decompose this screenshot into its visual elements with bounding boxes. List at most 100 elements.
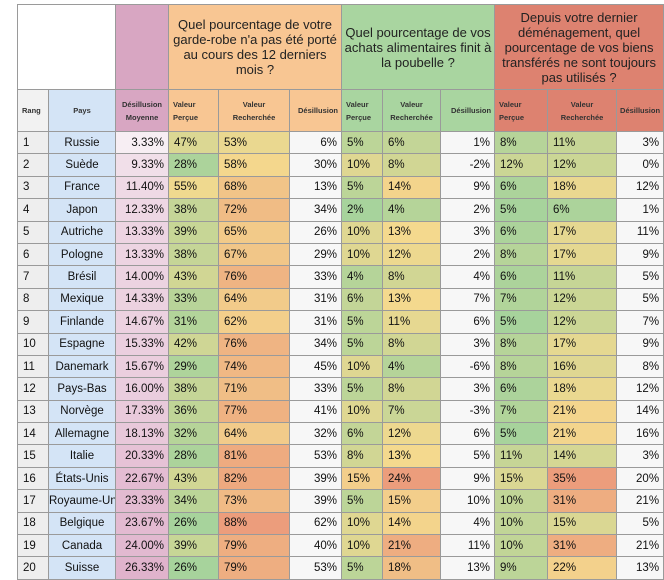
moving-sought-cell: 17% xyxy=(547,332,618,356)
moving-disillusion-cell: 5% xyxy=(616,265,664,289)
food-perceived-cell: 5% xyxy=(341,489,383,513)
moving-sought-cell: 17% xyxy=(547,220,618,244)
wardrobe-sought-cell: 72% xyxy=(218,198,290,222)
country-cell: Japon xyxy=(48,198,116,222)
food-perceived-cell: 10% xyxy=(341,354,383,379)
mean-disillusion-cell: 14.00% xyxy=(115,265,169,289)
food-sought-header: Valeur Recherchée xyxy=(382,89,441,132)
wardrobe-sought-cell: 77% xyxy=(218,399,290,424)
food-perceived-cell: 5% xyxy=(341,556,383,580)
mean-disillusion-cell: 14.33% xyxy=(115,287,169,312)
wardrobe-disillusion-cell: 40% xyxy=(289,534,342,558)
moving-disillusion-cell: 3% xyxy=(616,444,664,468)
moving-sought-cell: 11% xyxy=(547,130,618,155)
wardrobe-perceived-cell: 43% xyxy=(168,466,219,491)
wardrobe-sought-cell: 64% xyxy=(218,287,290,312)
moving-disillusion-cell: 5% xyxy=(616,511,664,536)
wardrobe-perceived-cell: 36% xyxy=(168,399,219,424)
moving-perceived-cell: 5% xyxy=(494,422,549,446)
rank-cell: 20 xyxy=(17,556,49,580)
wardrobe-disillusion-cell: 39% xyxy=(289,489,342,513)
rank-cell: 9 xyxy=(17,310,49,334)
food-perceived-cell: 5% xyxy=(341,332,383,356)
country-cell: Russie xyxy=(48,130,116,155)
country-cell: Autriche xyxy=(48,220,116,244)
moving-disillusion-cell: 9% xyxy=(616,332,664,356)
sought-label-1: Valeur xyxy=(242,99,266,109)
table-row: 1 Russie 3.33% 47% 53% 6% 5% 6% 1% 8% 11% 3% xyxy=(17,130,664,155)
food-disillusion-cell: -2% xyxy=(439,153,496,177)
food-sought-cell: 13% xyxy=(382,444,441,468)
food-perceived-cell: 8% xyxy=(341,444,383,468)
table-row: 19 Canada 24.00% 39% 79% 40% 10% 21% 11% 10% 31% 21… xyxy=(17,534,664,558)
moving-perceived-cell: 8% xyxy=(494,242,549,267)
wardrobe-sought-cell: 53% xyxy=(218,130,290,155)
wardrobe-sought-cell: 79% xyxy=(218,534,290,558)
wardrobe-sought-cell: 82% xyxy=(218,466,290,491)
country-cell: Pays-Bas xyxy=(48,377,116,401)
table-row: 3 France 11.40% 55% 68% 13% 5% 14% 9% 6% 18% 12% xyxy=(17,175,664,200)
moving-question-header: Depuis votre dernier déménagement, quel … xyxy=(494,4,664,90)
mean-disillusion-cell: 17.33% xyxy=(115,399,169,424)
country-cell: Espagne xyxy=(48,332,116,356)
wardrobe-sought-cell: 74% xyxy=(218,354,290,379)
wardrobe-perceived-cell: 33% xyxy=(168,287,219,312)
moving-sought-cell: 15% xyxy=(547,511,618,536)
food-perceived-cell: 10% xyxy=(341,153,383,177)
mean-disillusion-cell: 12.33% xyxy=(115,198,169,222)
rank-cell: 17 xyxy=(17,489,49,513)
food-question-header: Quel pourcentage de vos achats alimentai… xyxy=(340,4,496,90)
moving-disillusion-cell: 9% xyxy=(616,242,664,267)
wardrobe-sought-cell: 62% xyxy=(218,310,290,334)
moving-disillusion-cell: 12% xyxy=(616,377,664,401)
country-cell: Finlande xyxy=(48,310,116,334)
food-perceived-cell: 15% xyxy=(341,466,383,491)
moving-disillusion-cell: 0% xyxy=(616,153,664,177)
wardrobe-sought-cell: 76% xyxy=(218,332,290,356)
food-disillusion-cell: 3% xyxy=(439,220,496,244)
moving-perceived-cell: 6% xyxy=(494,175,549,200)
moving-disillusion-cell: 8% xyxy=(616,354,664,379)
moving-disillusion-cell: 21% xyxy=(616,489,664,513)
food-disillusion-cell: 6% xyxy=(439,310,496,334)
table-row: 6 Pologne 13.33% 38% 67% 29% 10% 12% 2% 8% 17% 9% xyxy=(17,242,664,267)
country-cell: Mexique xyxy=(48,287,116,312)
moving-sought-cell: 6% xyxy=(547,198,618,222)
rank-cell: 6 xyxy=(17,242,49,267)
wardrobe-disillusion-cell: 53% xyxy=(289,444,342,468)
sought-label-1: Valeur xyxy=(570,99,594,109)
wardrobe-disillusion-cell: 33% xyxy=(289,265,342,289)
sought-label-2: Recherchée xyxy=(560,112,604,122)
table-row: 7 Brésil 14.00% 43% 76% 33% 4% 8% 4% 6% 11% 5% xyxy=(17,265,664,289)
mean-disillusion-cell: 23.33% xyxy=(115,489,169,513)
food-disillusion-cell: 5% xyxy=(439,444,496,468)
wardrobe-perceived-cell: 31% xyxy=(168,310,219,334)
rank-cell: 3 xyxy=(17,175,49,200)
mean-disillusion-cell: 15.67% xyxy=(115,354,169,379)
mean-disillusion-cell: 20.33% xyxy=(115,444,169,468)
sought-label-2: Recherchée xyxy=(390,112,433,122)
food-disillusion-cell: 1% xyxy=(439,130,496,155)
country-cell: Canada xyxy=(48,534,116,558)
table-row: 4 Japon 12.33% 38% 72% 34% 2% 4% 2% 5% 6% 1% xyxy=(17,198,664,222)
mean-disillusion-cell: 24.00% xyxy=(115,534,169,558)
mean-disillusion-cell: 15.33% xyxy=(115,332,169,356)
table-row: 18 Belgique 23.67% 26% 88% 62% 10% 14% 4% 10% 15% 5… xyxy=(17,511,664,536)
wardrobe-perceived-cell: 26% xyxy=(168,511,219,536)
mean-disillusion-cell: 13.33% xyxy=(115,220,169,244)
perceived-label-2: Perçue xyxy=(173,112,199,122)
moving-disillusion-cell: 20% xyxy=(616,466,664,491)
table-row: 11 Danemark 15.67% 29% 74% 45% 10% 4% -6% 8% 16% 8% xyxy=(17,354,664,379)
wardrobe-sought-cell: 88% xyxy=(218,511,290,536)
wardrobe-perceived-cell: 55% xyxy=(168,175,219,200)
country-cell: Norvège xyxy=(48,399,116,424)
food-disillusion-cell: 2% xyxy=(439,198,496,222)
wardrobe-disillusion-cell: 53% xyxy=(289,556,342,580)
wardrobe-disillusion-cell: 31% xyxy=(289,310,342,334)
moving-perceived-cell: 10% xyxy=(494,489,549,513)
wardrobe-perceived-cell: 32% xyxy=(168,422,219,446)
rank-cell: 16 xyxy=(17,466,49,491)
wardrobe-disillusion-cell: 34% xyxy=(289,198,342,222)
table-row: 20 Suisse 26.33% 26% 79% 53% 5% 18% 13% 9% 22% 13% xyxy=(17,556,664,580)
food-disillusion-cell: 3% xyxy=(439,332,496,356)
